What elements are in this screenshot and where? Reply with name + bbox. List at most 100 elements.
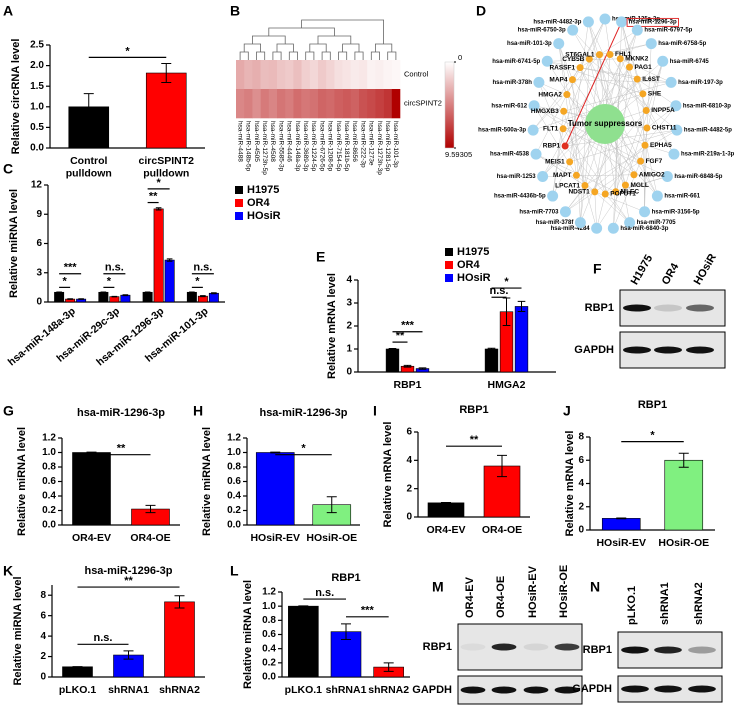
mirna-label: hsa-miR-661 bbox=[664, 194, 700, 200]
network-edge bbox=[637, 78, 677, 106]
network-edge bbox=[589, 58, 678, 131]
error-bar bbox=[517, 300, 526, 313]
legend-swatch bbox=[235, 212, 243, 220]
text-line: pulldown bbox=[66, 167, 112, 179]
heatmap-cell bbox=[375, 89, 384, 119]
column-label: hsa-miR-4508 bbox=[269, 121, 276, 162]
column-label: hsa-miR-6726-5p bbox=[318, 121, 325, 172]
network-edge bbox=[580, 67, 672, 83]
heatmap-cell bbox=[293, 60, 302, 90]
error-bar bbox=[326, 496, 337, 514]
text-line: Control bbox=[70, 155, 107, 167]
legend-swatch bbox=[445, 248, 453, 256]
network-edge bbox=[588, 21, 626, 186]
blot-band bbox=[523, 686, 549, 694]
error-bar bbox=[678, 452, 689, 468]
bar bbox=[164, 259, 175, 303]
lane-label: HOsiR-EV bbox=[527, 565, 539, 618]
network-edge bbox=[642, 93, 645, 212]
heatmap-cell bbox=[260, 60, 270, 90]
chart-title: RBP1 bbox=[331, 572, 360, 584]
dendrogram-branch bbox=[317, 35, 352, 44]
x-tick-label: OR4-EV bbox=[72, 532, 111, 544]
gene-node bbox=[596, 51, 604, 59]
heatmap-cell bbox=[359, 89, 368, 119]
column-label: hsa-miR-1273e bbox=[368, 121, 375, 166]
gene-label: CYB5B bbox=[562, 56, 584, 63]
gene-node bbox=[591, 188, 599, 196]
significance-label: ** bbox=[396, 330, 405, 342]
gene-label: PAG1 bbox=[634, 64, 652, 71]
heatmap-cell bbox=[244, 60, 253, 90]
bar bbox=[145, 72, 187, 149]
heatmap-cell bbox=[293, 89, 302, 119]
lane-label: pLKO.1 bbox=[626, 586, 638, 625]
y-tick-label: 6 bbox=[36, 238, 42, 249]
network-edge bbox=[569, 30, 638, 162]
y-tick-label: 0.8 bbox=[227, 462, 241, 473]
mirna-node bbox=[631, 24, 643, 36]
network-edge bbox=[562, 128, 630, 223]
gene-node bbox=[566, 158, 574, 166]
heatmap-cell bbox=[391, 89, 401, 119]
x-tick-label: RBP1 bbox=[393, 379, 421, 391]
y-tick-label: 0.4 bbox=[227, 491, 241, 502]
error-bar bbox=[166, 258, 173, 262]
heatmap-cell bbox=[301, 60, 311, 90]
blot-band bbox=[623, 346, 651, 354]
gene-node bbox=[606, 51, 614, 59]
mirna-node bbox=[651, 190, 663, 202]
highlight-edge bbox=[564, 21, 623, 147]
dendrogram-branch bbox=[276, 43, 294, 52]
mirna-label: hsa-miR-4538 bbox=[490, 152, 530, 158]
center-label: Tumor suppressors bbox=[568, 119, 643, 128]
blot-band bbox=[654, 346, 682, 354]
mirna-label: hsa-miR-7703 bbox=[519, 209, 559, 215]
error-bar bbox=[502, 297, 511, 327]
blot-band bbox=[654, 685, 682, 693]
mirna-node bbox=[541, 55, 553, 67]
y-tick-label: 4 bbox=[578, 478, 584, 489]
gene-label: HMGXB3 bbox=[531, 108, 559, 115]
gene-label: INPP5A bbox=[651, 107, 675, 114]
network-edge bbox=[564, 61, 663, 147]
mirna-node bbox=[616, 16, 628, 28]
gene-label: ST6GAL1 bbox=[565, 51, 595, 58]
mirna-node bbox=[533, 76, 545, 88]
y-tick-label: 0 bbox=[346, 367, 352, 378]
panel-label: L bbox=[230, 563, 239, 579]
blot-band bbox=[688, 646, 716, 654]
heatmap-cell bbox=[301, 89, 311, 119]
bar bbox=[186, 291, 197, 303]
mirna-label: hsa-miR-6848-5p bbox=[674, 174, 722, 180]
y-tick-label: 12 bbox=[31, 180, 43, 191]
y-tick-label: 0.0 bbox=[262, 672, 276, 683]
error-bar bbox=[111, 295, 118, 298]
gene-label: RBP1 bbox=[543, 143, 561, 150]
x-tick-label: shRNA2 bbox=[368, 684, 409, 696]
significance-label: ** bbox=[470, 434, 479, 446]
column-label: hsa-miR-148b-5p bbox=[245, 121, 252, 172]
network-edge bbox=[588, 21, 646, 146]
heatmap-cell bbox=[383, 60, 393, 90]
y-axis-label: Relative mRNA level bbox=[326, 273, 338, 379]
heatmap-cell bbox=[318, 60, 327, 90]
network-edge bbox=[615, 21, 622, 192]
mirna-label: hsa-miR-4482-3p bbox=[533, 19, 581, 25]
gene-node bbox=[612, 188, 620, 196]
network-edge bbox=[594, 191, 597, 229]
significance-label: * bbox=[504, 276, 509, 288]
y-tick-label: 8 bbox=[578, 432, 584, 443]
heatmap-cell bbox=[367, 60, 376, 90]
heatmap-cell bbox=[252, 89, 261, 119]
significance-label: n.s. bbox=[193, 262, 212, 274]
y-tick-label: 0.2 bbox=[42, 505, 56, 516]
chart-title: hsa-miR-1296-3p bbox=[259, 407, 347, 419]
dendrogram-branch bbox=[239, 51, 249, 60]
y-tick-label: 0.0 bbox=[42, 520, 56, 531]
network-edge bbox=[538, 82, 564, 112]
legend-label: HOsiR bbox=[457, 272, 491, 284]
mirna-label: hsa-miR-4284 bbox=[551, 226, 591, 232]
significance-label: * bbox=[156, 177, 161, 189]
x-tick-label: OR4-OE bbox=[130, 532, 170, 544]
